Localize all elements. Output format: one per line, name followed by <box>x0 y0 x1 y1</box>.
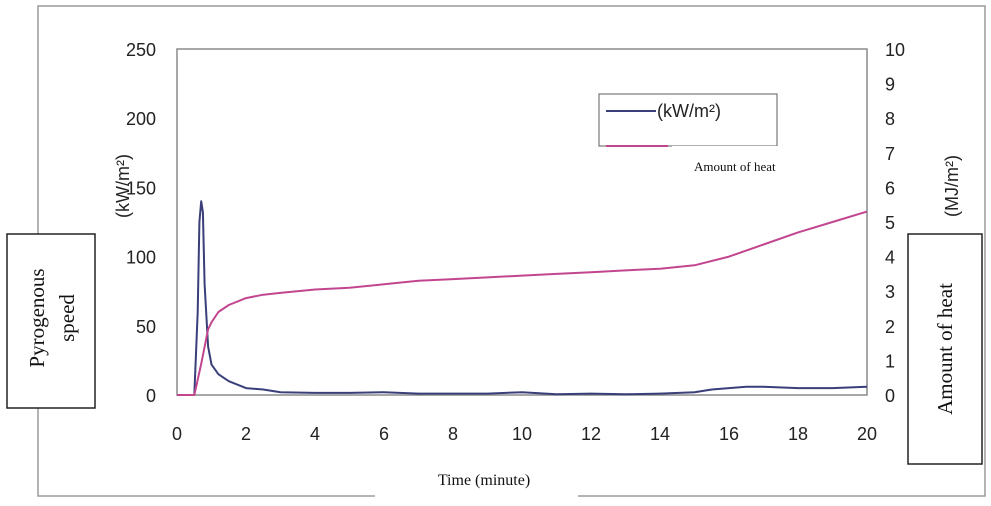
series-line-heat <box>177 210 868 396</box>
y-right-tick-label: 8 <box>885 109 895 129</box>
x-tick-label: 8 <box>448 424 458 444</box>
y-left-tick-label: 150 <box>126 178 156 198</box>
legend-overlay-box <box>672 146 842 186</box>
y-right-tick-label: 3 <box>885 282 895 302</box>
y-right-tick-label: 7 <box>885 144 895 164</box>
y-left-label-line-2: speed <box>55 294 79 342</box>
y-left-unit-label: (kW/m²) <box>113 154 133 218</box>
x-tick-label: 6 <box>379 424 389 444</box>
series-line-kw <box>177 200 868 396</box>
y-right-tick-label: 10 <box>885 40 905 60</box>
y-left-tick-label: 250 <box>126 40 156 60</box>
y-right-tick-label: 9 <box>885 75 895 95</box>
y-left-axis-ticks: 0 50 100 150 200 250 <box>126 40 156 406</box>
x-axis-label: Time (minute) <box>438 472 530 489</box>
y-left-label-line-1: Pyrogenous <box>25 268 49 367</box>
x-tick-label: 12 <box>581 424 601 444</box>
y-left-tick-label: 0 <box>146 386 156 406</box>
legend-label-heat: Amount of heat <box>694 159 776 174</box>
y-left-tick-label: 50 <box>136 317 156 337</box>
y-right-axis-ticks: 0 1 2 3 4 5 6 7 8 9 10 <box>885 40 905 406</box>
y-right-tick-label: 5 <box>885 213 895 233</box>
x-tick-label: 14 <box>650 424 670 444</box>
y-right-tick-label: 4 <box>885 248 895 268</box>
series-layer <box>177 200 868 396</box>
legend-box <box>598 93 778 147</box>
y-right-tick-label: 6 <box>885 178 895 198</box>
y-left-label-box: Pyrogenous speed <box>6 233 96 409</box>
x-tick-label: 4 <box>310 424 320 444</box>
y-left-tick-label: 200 <box>126 109 156 129</box>
y-right-tick-label: 2 <box>885 317 895 337</box>
y-right-tick-label: 0 <box>885 386 895 406</box>
y-right-label-box: Amount of heat <box>907 233 983 465</box>
x-tick-label: 16 <box>719 424 739 444</box>
y-right-tick-label: 1 <box>885 351 895 371</box>
legend: (kW/m²) Amount of heat <box>598 93 842 186</box>
x-axis-ticks: 0 2 4 6 8 10 12 14 16 18 20 <box>172 424 877 444</box>
legend-label-kw: (kW/m²) <box>657 101 721 121</box>
y-right-unit-label: (MJ/m²) <box>942 155 962 217</box>
x-tick-label: 20 <box>857 424 877 444</box>
x-tick-label: 18 <box>788 424 808 444</box>
x-axis-label-box: Time (minute) <box>375 450 578 506</box>
x-tick-label: 0 <box>172 424 182 444</box>
x-tick-label: 2 <box>241 424 251 444</box>
x-tick-label: 10 <box>512 424 532 444</box>
y-left-tick-label: 100 <box>126 248 156 268</box>
y-right-label: Amount of heat <box>933 283 957 415</box>
